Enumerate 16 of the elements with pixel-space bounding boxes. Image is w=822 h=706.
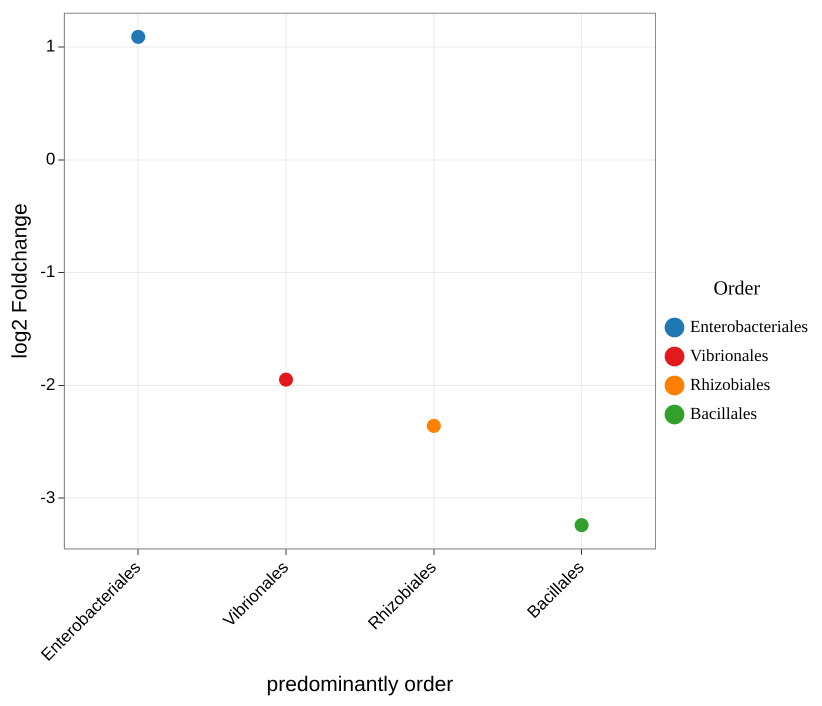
point [426, 418, 441, 433]
y-tick-label: -1 [40, 262, 56, 282]
y-tick-label: 0 [46, 149, 56, 168]
point [574, 518, 589, 532]
legend-label: Bacillales [690, 404, 758, 423]
y-tick-label: -2 [40, 375, 56, 394]
legend-label: Vibrionales [690, 346, 768, 365]
y-axis-title: log2 Foldchange [8, 203, 32, 359]
legend-label: Rhizobiales [690, 374, 770, 394]
y-tick-label: -3 [40, 488, 56, 507]
legend-label: Enterobacteriales [690, 316, 808, 336]
legend-title: Order [713, 277, 760, 300]
point [279, 372, 294, 387]
x-axis-title: predominantly order [266, 673, 454, 696]
point [131, 30, 146, 44]
y-tick-label: 1 [46, 36, 56, 56]
